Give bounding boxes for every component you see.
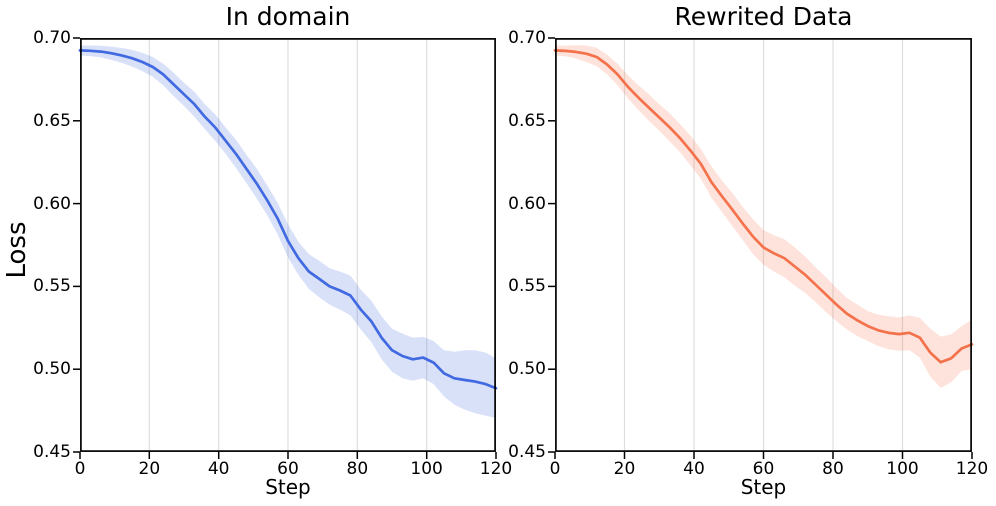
y-tick-label: 0.70 bbox=[508, 28, 546, 48]
y-tick-label: 0.65 bbox=[33, 110, 71, 131]
y-tick-label: 0.45 bbox=[33, 442, 71, 462]
plot-area: 0.70 0.65 0.60 0.55 0.50 0.45 0 20 40 60 80 100 120 bbox=[33, 28, 512, 479]
y-tick-label: 0.55 bbox=[33, 276, 71, 297]
y-tick-label: 0.50 bbox=[33, 359, 71, 380]
x-tick-label: 60 bbox=[277, 459, 299, 479]
y-tick-label: 0.60 bbox=[508, 193, 546, 214]
y-tick-label: 0.70 bbox=[33, 28, 71, 48]
x-tick-label: 60 bbox=[752, 459, 775, 479]
x-tick-label: 40 bbox=[207, 459, 230, 479]
x-tick-label: 40 bbox=[683, 459, 705, 479]
x-tick-label: 20 bbox=[613, 459, 636, 479]
x-tick-label: 120 bbox=[479, 459, 513, 479]
x-tick-label: 100 bbox=[410, 459, 443, 479]
x-tick-label: 120 bbox=[955, 459, 989, 479]
loss-curve-chart bbox=[548, 37, 974, 459]
x-tick-label: 0 bbox=[74, 459, 86, 479]
x-tick-label: 0 bbox=[549, 459, 561, 479]
y-tick-label: 0.45 bbox=[508, 442, 546, 462]
x-axis-label: Step bbox=[265, 475, 311, 499]
chart-title: Rewrited Data bbox=[674, 2, 853, 31]
y-tick-label: 0.60 bbox=[33, 193, 71, 214]
loss-curve-chart bbox=[73, 37, 498, 459]
y-tick-label: 0.55 bbox=[508, 276, 546, 297]
x-tick-label: 20 bbox=[138, 459, 161, 479]
x-tick-label: 100 bbox=[886, 459, 919, 479]
x-tick-label: 80 bbox=[822, 459, 844, 479]
chart-title: In domain bbox=[225, 2, 351, 31]
x-axis-label: Step bbox=[740, 475, 787, 499]
y-tick-label: 0.65 bbox=[508, 110, 546, 131]
plot-area: 0.70 0.65 0.60 0.55 0.50 0.45 0 20 40 60 80 100 120 bbox=[508, 28, 988, 479]
x-tick-label: 80 bbox=[346, 459, 369, 479]
y-tick-label: 0.50 bbox=[508, 359, 546, 380]
